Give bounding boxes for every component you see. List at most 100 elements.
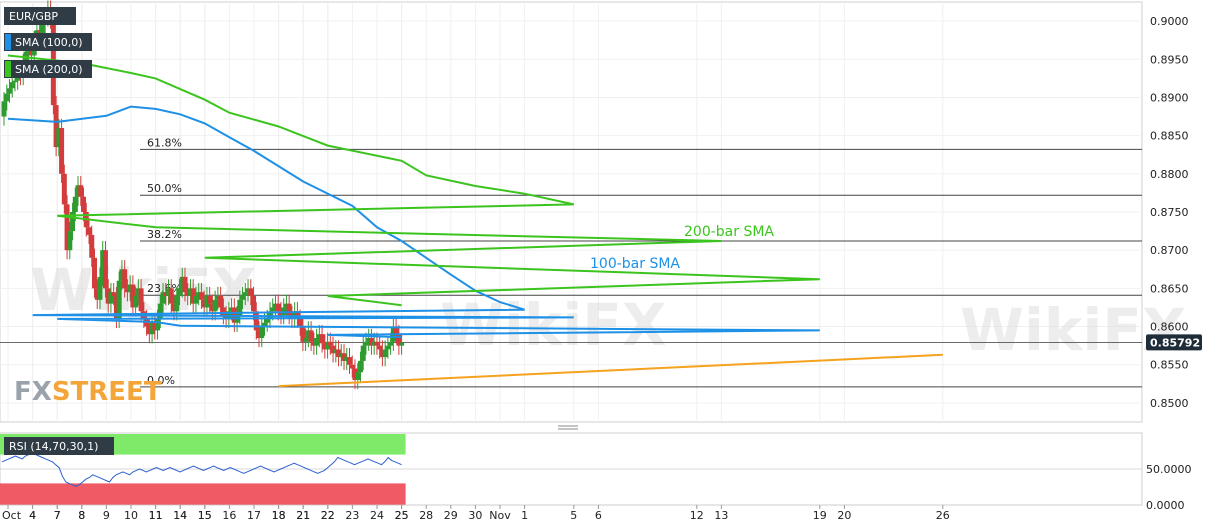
candle-body bbox=[344, 357, 350, 361]
candle-body bbox=[81, 196, 87, 212]
rsi-oversold-zone bbox=[0, 483, 406, 505]
candle-body bbox=[78, 185, 84, 197]
candle-body bbox=[1, 101, 7, 117]
candle-body bbox=[108, 292, 114, 304]
candle-body bbox=[218, 296, 224, 308]
x-tick-label: 7 bbox=[54, 509, 61, 522]
x-tick-label: 21 bbox=[296, 509, 310, 522]
candle-body bbox=[248, 288, 254, 296]
y-tick-label: 0.8950 bbox=[1150, 53, 1189, 66]
candle-body bbox=[366, 338, 372, 342]
sma200-swatch bbox=[5, 61, 11, 77]
x-tick-label: 24 bbox=[370, 509, 384, 522]
candle-body bbox=[283, 303, 289, 308]
x-tick-label: 11 bbox=[149, 509, 163, 522]
x-tick-label: 16 bbox=[222, 509, 236, 522]
candle-body bbox=[187, 288, 193, 296]
x-tick-label: 12 bbox=[690, 509, 704, 522]
candle-body bbox=[168, 288, 174, 304]
x-tick-label: 13 bbox=[714, 509, 728, 522]
symbol-label: EUR/GBP bbox=[9, 10, 58, 23]
candle-body bbox=[357, 360, 363, 373]
candle-body bbox=[135, 288, 141, 296]
x-tick-label: 19 bbox=[813, 509, 827, 522]
candle-body bbox=[314, 338, 320, 346]
candle-body bbox=[91, 257, 97, 289]
symbol-badge bbox=[4, 7, 76, 25]
x-tick-label: 6 bbox=[595, 509, 602, 522]
candle-body bbox=[267, 311, 273, 319]
candle-body bbox=[64, 204, 70, 251]
candle-body bbox=[116, 280, 122, 319]
rsi-badge[interactable] bbox=[4, 437, 114, 455]
x-tick-label: 4 bbox=[29, 509, 36, 522]
candle-body bbox=[363, 341, 369, 346]
candle-body bbox=[12, 80, 18, 83]
candle-body bbox=[341, 353, 347, 361]
x-tick-label: 25 bbox=[395, 509, 409, 522]
candle-body bbox=[336, 349, 342, 358]
candle-body bbox=[355, 372, 361, 380]
candle-body bbox=[204, 296, 210, 308]
x-tick-label: 23 bbox=[345, 509, 359, 522]
candle-body bbox=[163, 292, 169, 296]
y-tick-label: 0.8850 bbox=[1150, 130, 1189, 143]
x-tick-label: 10 bbox=[124, 509, 138, 522]
x-tick-label: 18 bbox=[272, 509, 286, 522]
candle-body bbox=[382, 349, 388, 358]
candle-body bbox=[327, 341, 333, 346]
x-tick-label: Oct bbox=[2, 509, 22, 522]
y-tick-label: 0.8500 bbox=[1150, 397, 1189, 410]
candle-body bbox=[176, 288, 182, 296]
y-tick-label: 0.8700 bbox=[1150, 244, 1189, 257]
candle-body bbox=[102, 250, 108, 289]
price-axis: 0.8500 0.8550 0.8600 0.8650 0.8700 0.8750 0.88… bbox=[1150, 15, 1189, 410]
candle-body bbox=[152, 322, 158, 331]
candle-body bbox=[39, 24, 45, 37]
candle-body bbox=[122, 269, 128, 289]
watermark-text: WikiFX bbox=[960, 296, 1187, 364]
candle-body bbox=[198, 292, 204, 300]
rsi-tick-label: 0.0000 bbox=[1146, 499, 1185, 512]
candle-body bbox=[294, 311, 300, 319]
candle-body bbox=[4, 93, 10, 102]
candle-body bbox=[190, 288, 196, 304]
sma100-legend-label: SMA (100,0) bbox=[15, 36, 83, 49]
candle-body bbox=[237, 299, 243, 316]
x-tick-label: 15 bbox=[198, 509, 212, 522]
candle-body bbox=[399, 342, 405, 346]
x-tick-label: Nov bbox=[489, 509, 511, 522]
candle-body bbox=[133, 296, 139, 308]
fib-label: 50.0% bbox=[147, 182, 182, 195]
header-legend: EUR/GBP SMA (100,0) SMA (200,0) bbox=[4, 7, 92, 78]
candle-body bbox=[281, 307, 287, 316]
candle-body bbox=[229, 307, 235, 312]
candle-body bbox=[185, 292, 191, 296]
candle-body bbox=[59, 128, 65, 174]
watermark-text: WikiFX bbox=[440, 291, 667, 359]
candle-body bbox=[89, 234, 95, 258]
candle-body bbox=[305, 330, 311, 338]
candle-body bbox=[311, 341, 317, 346]
panel-splitter-handle[interactable] bbox=[558, 425, 578, 430]
x-tick-label: 8 bbox=[78, 509, 85, 522]
x-tick-label: 20 bbox=[837, 509, 851, 522]
x-tick-label: 15 bbox=[198, 509, 212, 522]
candle-body bbox=[325, 341, 331, 350]
candle-body bbox=[360, 345, 366, 361]
sma100-badge[interactable] bbox=[4, 33, 92, 51]
candle-body bbox=[385, 345, 391, 350]
candle-body bbox=[242, 292, 248, 296]
candle-body bbox=[113, 296, 119, 319]
x-tick-label: 14 bbox=[173, 509, 187, 522]
candle-body bbox=[264, 318, 270, 323]
candle-body bbox=[253, 311, 259, 331]
sma200-badge[interactable] bbox=[4, 60, 92, 78]
candle-body bbox=[196, 292, 202, 296]
candle-body bbox=[127, 284, 133, 293]
rsi-label: RSI (14,70,30,1) bbox=[9, 440, 98, 453]
y-tick-label: 0.8900 bbox=[1150, 91, 1189, 104]
candle-body bbox=[256, 330, 262, 338]
rsi-line bbox=[1, 452, 402, 487]
